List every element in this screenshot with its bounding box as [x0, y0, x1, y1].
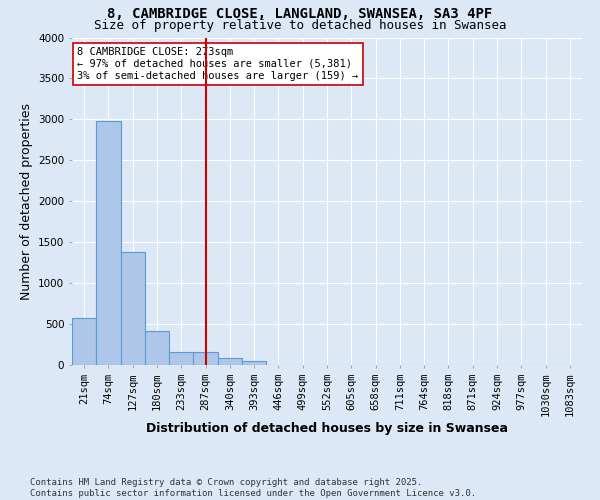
Text: 8 CAMBRIDGE CLOSE: 273sqm
← 97% of detached houses are smaller (5,381)
3% of sem: 8 CAMBRIDGE CLOSE: 273sqm ← 97% of detac… [77, 48, 358, 80]
Bar [96, 121, 121, 365]
X-axis label: Distribution of detached houses by size in Swansea: Distribution of detached houses by size … [146, 422, 508, 435]
Bar [72, 318, 96, 365]
Text: 8, CAMBRIDGE CLOSE, LANGLAND, SWANSEA, SA3 4PF: 8, CAMBRIDGE CLOSE, LANGLAND, SWANSEA, S… [107, 8, 493, 22]
Text: Contains HM Land Registry data © Crown copyright and database right 2025.
Contai: Contains HM Land Registry data © Crown c… [30, 478, 476, 498]
Bar [218, 358, 242, 365]
Y-axis label: Number of detached properties: Number of detached properties [20, 103, 32, 300]
Bar [193, 352, 218, 365]
Bar [121, 252, 145, 365]
Text: Size of property relative to detached houses in Swansea: Size of property relative to detached ho… [94, 18, 506, 32]
Bar [169, 352, 193, 365]
Bar [145, 330, 169, 365]
Bar [242, 361, 266, 365]
